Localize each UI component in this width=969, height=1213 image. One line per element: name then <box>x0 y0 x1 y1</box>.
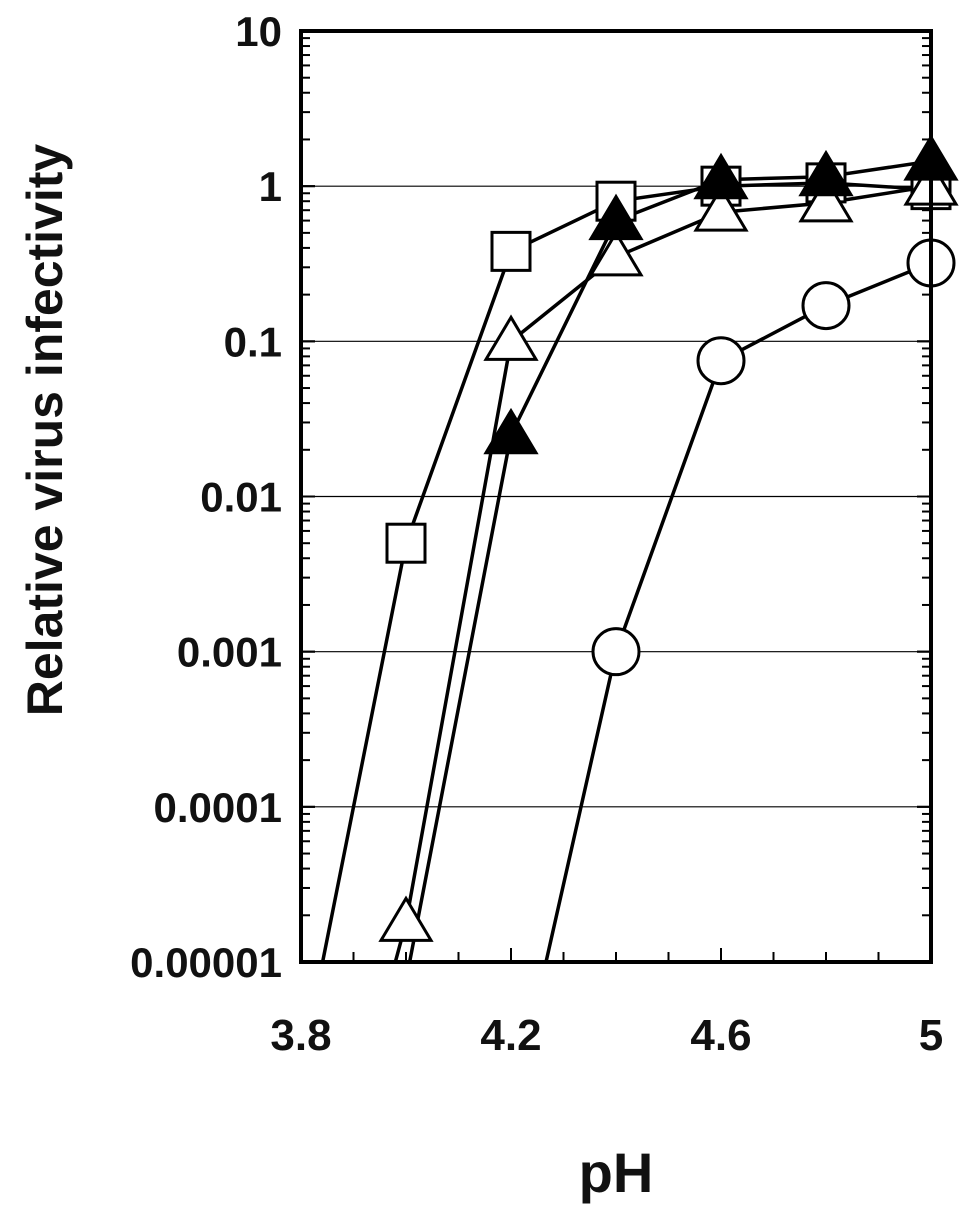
point-open-triangle <box>693 185 749 232</box>
x-tick-label: 3.8 <box>270 1011 331 1060</box>
x-tick-label: 5 <box>919 1011 943 1060</box>
y-tick-label: 10 <box>235 8 282 55</box>
y-tick-labels: 0.00001 0.0001 0.001 0.01 0.1 1 10 <box>130 8 282 986</box>
y-tick-label: 0.1 <box>224 318 282 365</box>
point-open-circle <box>591 627 641 677</box>
point-filled-triangle <box>798 149 854 197</box>
point-filled-triangle <box>483 407 539 455</box>
x-tick-label: 4.2 <box>480 1011 541 1060</box>
y-tick-label: 0.00001 <box>130 939 282 986</box>
series-markers <box>378 134 959 942</box>
y-tick-label: 0.0001 <box>154 784 282 831</box>
x-tick-label: 4.6 <box>690 1011 751 1060</box>
y-axis-label: Relative virus infectivity <box>17 144 73 717</box>
point-open-circle <box>801 281 851 331</box>
x-axis-label: pH <box>579 1141 654 1204</box>
point-filled-triangle <box>588 193 644 241</box>
y-tick-label: 0.01 <box>200 474 282 521</box>
y-tick-label: 1 <box>259 163 282 210</box>
point-open-square <box>490 230 532 272</box>
x-tick-labels: 3.8 4.2 4.6 5 <box>270 1011 943 1060</box>
y-tick-label: 0.001 <box>177 629 282 676</box>
series-line-open-circle <box>544 261 931 962</box>
point-open-triangle <box>798 175 854 223</box>
point-open-circle <box>696 336 746 386</box>
point-filled-triangle <box>693 152 749 200</box>
point-open-triangle <box>483 314 539 361</box>
point-open-triangle <box>378 895 434 942</box>
grid-lines <box>301 185 931 808</box>
plot-frame <box>299 29 933 964</box>
point-open-triangle <box>588 229 644 277</box>
point-open-square <box>385 522 427 564</box>
